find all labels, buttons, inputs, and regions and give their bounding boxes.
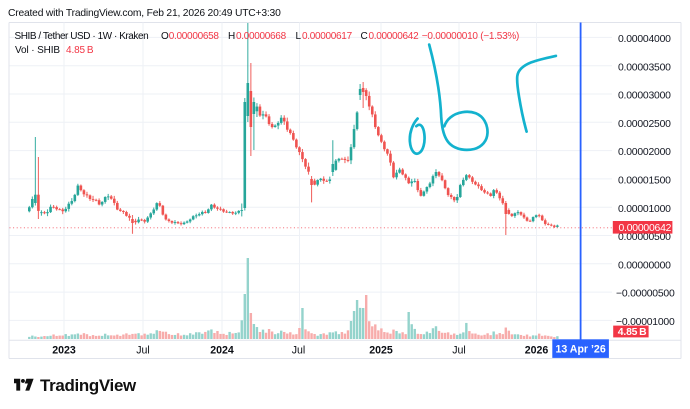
- svg-text:SHIB / Tether USD · 1W · Krake: SHIB / Tether USD · 1W · Kraken: [15, 31, 149, 42]
- svg-text:0.00002500: 0.00002500: [618, 119, 671, 130]
- svg-text:0.00000642: 0.00000642: [369, 31, 420, 42]
- svg-text:Jul: Jul: [292, 344, 306, 356]
- svg-text:−0.00000010 (−1.53%): −0.00000010 (−1.53%): [422, 31, 519, 42]
- svg-text:Jul: Jul: [136, 344, 150, 356]
- svg-text:H: H: [228, 31, 235, 42]
- svg-text:2023: 2023: [52, 344, 76, 356]
- svg-text:0.00003500: 0.00003500: [618, 62, 671, 73]
- svg-text:0.00003000: 0.00003000: [618, 91, 671, 102]
- svg-text:0.00000000: 0.00000000: [618, 260, 671, 271]
- svg-text:2025: 2025: [369, 344, 393, 356]
- svg-text:TradingView: TradingView: [40, 376, 137, 395]
- svg-text:−0.00001000: −0.00001000: [616, 317, 675, 328]
- svg-text:0.00002000: 0.00002000: [618, 147, 671, 158]
- svg-text:13 Apr ’26: 13 Apr ’26: [555, 344, 605, 356]
- svg-text:C: C: [361, 31, 368, 42]
- svg-text:0.00001500: 0.00001500: [618, 176, 671, 187]
- svg-text:0.00000617: 0.00000617: [302, 31, 353, 42]
- svg-text:−0.00000500: −0.00000500: [616, 289, 675, 300]
- svg-text:2026: 2026: [525, 344, 549, 356]
- svg-text:0.00000668: 0.00000668: [236, 31, 287, 42]
- svg-text:0.00000500: 0.00000500: [618, 232, 671, 243]
- svg-text:0.00000642: 0.00000642: [619, 223, 672, 234]
- svg-text:L: L: [296, 31, 302, 42]
- svg-text:0.00001000: 0.00001000: [618, 204, 671, 215]
- svg-text:4.85 B: 4.85 B: [66, 45, 94, 56]
- svg-text:0.00000658: 0.00000658: [169, 31, 220, 42]
- svg-text:0.00004000: 0.00004000: [618, 34, 671, 45]
- svg-text:2024: 2024: [210, 344, 234, 356]
- svg-text:4.85 B: 4.85 B: [618, 327, 647, 338]
- svg-text:Vol · SHIB: Vol · SHIB: [15, 45, 60, 56]
- svg-text:Jul: Jul: [452, 344, 466, 356]
- svg-text:O: O: [161, 31, 169, 42]
- svg-text:Created with TradingView.com,: Created with TradingView.com, Feb 21, 20…: [8, 8, 281, 19]
